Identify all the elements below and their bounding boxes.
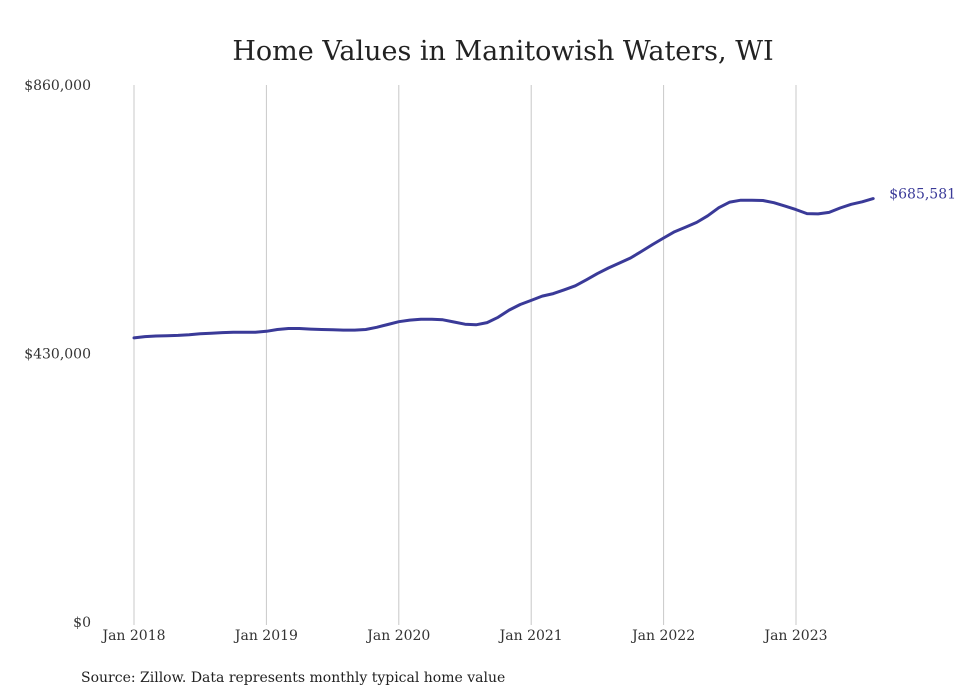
x-tick-label: Jan 2021 [498,628,563,644]
x-tick-label: Jan 2019 [233,628,298,644]
y-tick-label: $0 [73,615,91,631]
x-tick-label: Jan 2020 [365,628,430,644]
y-tick-label: $860,000 [24,78,91,94]
x-tick-label: Jan 2023 [762,628,827,644]
gridlines [133,85,797,625]
axis-ticks: Jan 2018 Jan 2019 Jan 2020 Jan 2021 Jan 2022… [24,78,827,644]
end-value-label: $685,581 [889,187,956,203]
y-tick-label: $430,000 [24,347,91,363]
chart-title: Home Values in Manitowish Waters, WI [232,36,773,67]
x-tick-label: Jan 2018 [100,628,165,644]
series-line [132,197,875,340]
x-tick-label: Jan 2022 [630,628,695,644]
source-note: Source: Zillow. Data represents monthly … [81,670,505,686]
data-labels: $685,581 [889,187,956,203]
series-lines [132,197,875,340]
